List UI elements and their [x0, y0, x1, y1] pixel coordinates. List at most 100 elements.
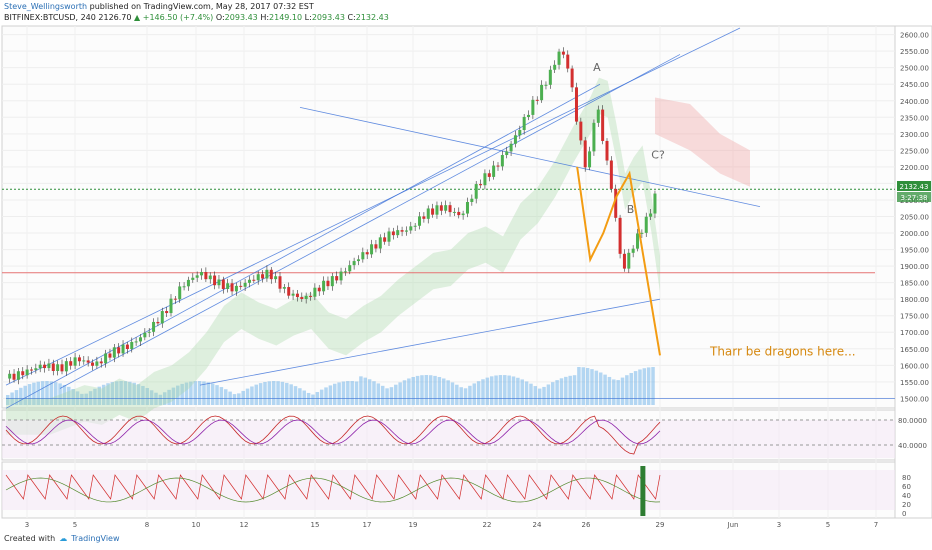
candle-body — [439, 205, 443, 211]
stoch-band — [2, 420, 895, 458]
osc-axis-label: 20 — [902, 501, 911, 509]
candle-body — [226, 283, 230, 289]
volume-bar — [84, 393, 88, 405]
volume-bar — [450, 382, 455, 405]
volume-bar — [341, 381, 346, 405]
candle-body — [95, 361, 99, 366]
low-value: 2093.43 — [311, 13, 345, 22]
time-tick-label: 5 — [826, 521, 830, 529]
volume-bar — [350, 381, 354, 405]
candle-body — [108, 353, 112, 358]
stoch-axis-label: 40.0000 — [898, 442, 927, 450]
osc-signal-bar — [640, 466, 646, 516]
footer: Created with ☁ TradingView — [4, 534, 120, 543]
price-tick-label: 1750.00 — [900, 313, 929, 321]
time-tick-label: 10 — [192, 521, 201, 529]
volume-bar — [642, 368, 647, 405]
volume-bar — [376, 383, 381, 405]
volume-bar — [551, 382, 555, 405]
candle-body — [544, 84, 548, 86]
time-tick-label: 12 — [240, 521, 249, 529]
volume-bar — [424, 375, 429, 405]
price-tick-label: 2500.00 — [900, 65, 929, 73]
volume-bar — [206, 382, 211, 405]
volume-bar — [494, 375, 498, 405]
volume-bar — [328, 385, 333, 405]
candle-body — [470, 198, 474, 202]
candle-body — [500, 155, 504, 167]
osc-band — [2, 470, 895, 510]
price-tick-label: 2450.00 — [900, 81, 929, 89]
open-label: O: — [215, 13, 225, 22]
tradingview-brand[interactable]: TradingView — [71, 534, 120, 543]
price-tick-label: 1800.00 — [900, 296, 929, 304]
candle-body — [479, 184, 483, 186]
candle-body — [247, 279, 251, 283]
projection-path[interactable] — [576, 166, 661, 356]
volume-bar — [333, 383, 337, 405]
low-label: L: — [304, 13, 312, 22]
candle-body — [182, 286, 186, 288]
volume-bar — [49, 381, 54, 405]
candle-body — [339, 271, 343, 281]
price-tick-label: 1950.00 — [900, 247, 929, 255]
candle-body — [496, 165, 500, 167]
candle-body — [513, 135, 517, 144]
volume-bar — [385, 388, 389, 405]
volume-bar — [167, 389, 171, 405]
price-scale[interactable] — [894, 25, 932, 519]
volume-bar — [555, 380, 559, 405]
candle-body — [330, 276, 334, 287]
volume-bar — [402, 380, 407, 405]
candle-body — [16, 371, 20, 380]
time-tick-label: Jun — [727, 521, 739, 529]
volume-bar — [27, 384, 32, 405]
candle-body — [221, 279, 225, 289]
candle-body — [383, 237, 387, 242]
volume-bar — [6, 395, 10, 405]
volume-bar — [154, 392, 158, 405]
candle-body — [51, 363, 55, 371]
price-tick-label: 1900.00 — [900, 263, 929, 271]
chart-header: Steve_Wellingsworth published on Trading… — [0, 0, 932, 26]
volume-bar — [237, 393, 241, 405]
author-link[interactable]: Steve_Wellingsworth — [4, 2, 88, 11]
candle-body — [409, 226, 413, 231]
candle-body — [636, 233, 640, 249]
candle-body — [256, 274, 260, 281]
volume-bar — [529, 383, 533, 405]
volume-bar — [564, 376, 568, 405]
tradingview-logo-icon[interactable]: ☁ — [59, 534, 68, 543]
volume-bar — [245, 388, 250, 405]
price-tick-label: 1650.00 — [900, 346, 929, 354]
candle-body — [43, 364, 47, 369]
time-tick-label: 29 — [656, 521, 665, 529]
candle-body — [169, 298, 173, 314]
stoch-axis-label: 80.0000 — [898, 417, 927, 425]
volume-bar — [71, 389, 75, 405]
candle-body — [531, 99, 535, 115]
volume-bar — [446, 380, 450, 405]
candle-body — [505, 151, 509, 156]
candle-body — [631, 248, 635, 253]
candle-body — [309, 295, 313, 297]
candle-body — [252, 279, 256, 281]
candle-body — [335, 276, 339, 281]
wave-label-a: A — [593, 61, 601, 74]
volume-bar — [646, 367, 651, 405]
volume-bar — [638, 369, 642, 405]
volume-bar — [598, 372, 603, 405]
price-tick-label: 2000.00 — [900, 230, 929, 238]
volume-bar — [141, 385, 145, 405]
candle-body — [191, 277, 195, 280]
osc-axis-label: 40 — [902, 492, 911, 500]
volume-bar — [136, 384, 141, 405]
candle-body — [444, 205, 448, 211]
volume-bar — [367, 379, 372, 405]
volume-bar — [106, 383, 110, 405]
candle-body — [243, 282, 247, 287]
candle-body — [548, 69, 552, 85]
candle-body — [56, 364, 60, 371]
trendline — [5, 27, 741, 386]
